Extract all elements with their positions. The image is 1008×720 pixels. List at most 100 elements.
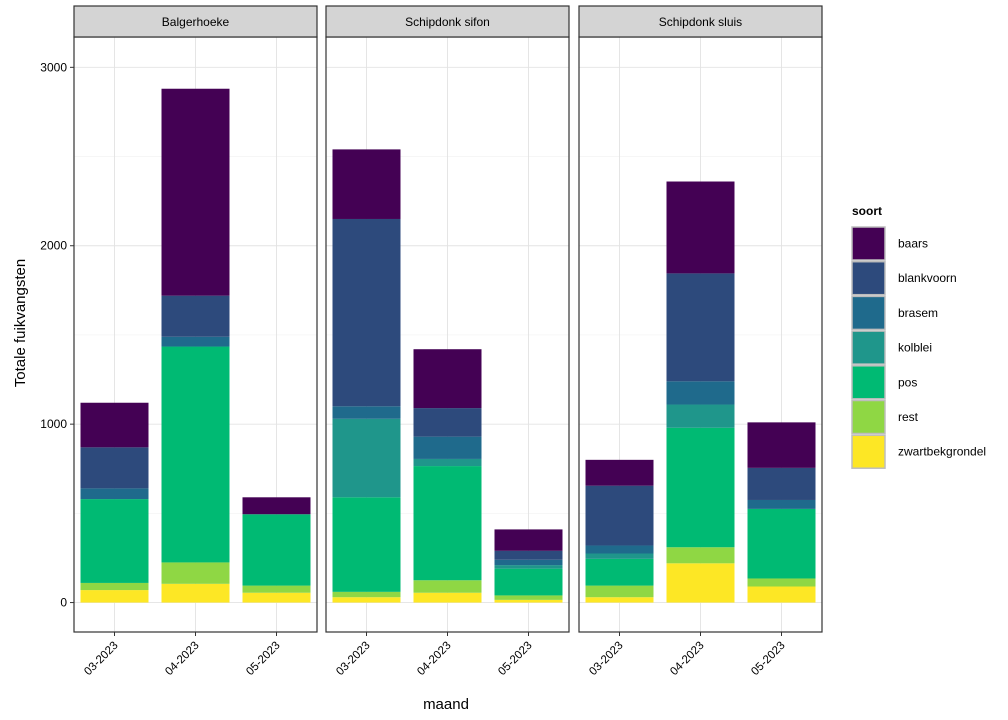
bar-segment-blankvoorn (161, 295, 230, 337)
legend-label: rest (898, 410, 919, 424)
y-tick-label: 2000 (40, 239, 67, 253)
bar-segment-pos (666, 427, 735, 548)
bar-segment-zwartbekgrondel (242, 592, 311, 603)
bar-segment-pos (413, 466, 482, 581)
x-tick-label: 04-2023 (668, 640, 706, 678)
bar-segment-blankvoorn (80, 447, 149, 489)
x-tick-label: 04-2023 (163, 640, 201, 678)
x-tick-label: 04-2023 (415, 640, 453, 678)
legend-label: baars (898, 237, 928, 251)
bar-segment-baars (332, 149, 401, 219)
legend-swatch-rest (851, 399, 886, 435)
legend-swatch-blankvoorn (851, 260, 886, 296)
bar-segment-rest (332, 591, 401, 598)
bar-segment-blankvoorn (332, 218, 401, 407)
x-tick-label: 03-2023 (587, 640, 625, 678)
bar-segment-pos (242, 514, 311, 586)
bar-segment-blankvoorn (585, 485, 654, 546)
bar-segment-blankvoorn (747, 467, 816, 500)
bar-segment-pos (494, 568, 563, 596)
bar-segment-kolblei (332, 418, 401, 498)
bar-segment-brasem (585, 545, 654, 554)
bar-segment-pos (161, 346, 230, 563)
legend-swatch-pos (851, 365, 886, 400)
facet-strip (325, 5, 570, 38)
bar-segment-brasem (413, 436, 482, 459)
legend-swatch-kolblei (851, 330, 886, 365)
bar-segment-kolblei (413, 458, 482, 467)
facet-strip (73, 5, 318, 38)
bar-segment-brasem (80, 488, 149, 500)
bar-segment-rest (494, 595, 563, 600)
bar-segment-zwartbekgrondel (747, 586, 816, 603)
bar-segment-brasem (161, 336, 230, 347)
bar-segment-zwartbekgrondel (494, 599, 563, 603)
bar-segment-brasem (666, 381, 735, 405)
bar-segment-rest (666, 547, 735, 564)
y-tick-label: 1000 (40, 417, 67, 431)
bar-segment-baars (666, 181, 735, 274)
bar-segment-brasem (747, 499, 816, 509)
y-axis-label: Totale fuikvangsten (12, 259, 29, 387)
legend-label: blankvoorn (898, 271, 957, 285)
bar-segment-pos (80, 499, 149, 583)
facet-panel: Balgerhoeke 03-2023 04-2023 05-2023 (73, 5, 318, 678)
legend-swatch-brasem (851, 295, 886, 331)
facet-label: Balgerhoeke (162, 15, 230, 29)
facet-label: Schipdonk sluis (659, 15, 742, 29)
bar-segment-kolblei (666, 404, 735, 428)
bar-segment-zwartbekgrondel (161, 583, 230, 603)
legend-title: soort (852, 204, 882, 218)
x-tick-label: 05-2023 (244, 640, 282, 678)
bar-segment-baars (747, 422, 816, 468)
legend-label: zwartbekgrondel (898, 445, 986, 459)
bar-segment-brasem (494, 559, 563, 566)
bar-segment-zwartbekgrondel (413, 592, 482, 603)
facet-strip (578, 5, 823, 38)
legend-swatch-zwartbekgrondel (851, 434, 886, 469)
bar-segment-rest (585, 585, 654, 598)
x-tick-label: 05-2023 (749, 640, 787, 678)
bar-segment-baars (585, 459, 654, 486)
bar-segment-rest (413, 580, 482, 593)
bar-segment-baars (494, 529, 563, 551)
x-tick-label: 03-2023 (82, 640, 120, 678)
bar-segment-pos (332, 497, 401, 592)
legend-label: kolblei (898, 341, 932, 355)
y-axis: 0 1000 2000 3000 (40, 60, 74, 610)
x-axis-label: maand (423, 696, 469, 713)
facet-panel: Schipdonk sifon 03-2023 04-2023 05-2023 (325, 5, 570, 678)
x-tick-label: 03-2023 (334, 640, 372, 678)
bar-segment-zwartbekgrondel (80, 590, 149, 603)
bar-segment-blankvoorn (413, 408, 482, 437)
legend-swatch-baars (851, 226, 886, 261)
facet-label: Schipdonk sifon (405, 15, 490, 29)
legend-label: pos (898, 375, 917, 389)
bar-segment-rest (242, 585, 311, 593)
bar-segment-kolblei (585, 553, 654, 559)
y-tick-label: 3000 (40, 60, 67, 74)
bar-segment-kolblei (494, 565, 563, 569)
y-tick-label: 0 (60, 596, 67, 610)
x-tick-label: 05-2023 (496, 640, 534, 678)
bar-segment-baars (413, 349, 482, 409)
bar-segment-baars (161, 88, 230, 296)
bar-segment-pos (585, 558, 654, 586)
bar-segment-rest (161, 562, 230, 584)
bar-segment-zwartbekgrondel (585, 597, 654, 603)
bar-segment-pos (747, 508, 816, 579)
bar-segment-rest (747, 578, 816, 587)
bar-segment-baars (242, 497, 311, 515)
bar-segment-zwartbekgrondel (666, 563, 735, 603)
bar-segment-brasem (332, 406, 401, 419)
bar-segment-baars (80, 402, 149, 448)
bar-segment-blankvoorn (666, 273, 735, 382)
facet-panel: Schipdonk sluis 03-2023 04-2023 05-2023 (578, 5, 823, 678)
legend-label: brasem (898, 306, 938, 320)
legend: soort baars blankvoorn brasem kolblei pos rest… (851, 204, 986, 469)
bar-segment-blankvoorn (494, 550, 563, 560)
bar-segment-zwartbekgrondel (332, 597, 401, 603)
bar-segment-rest (80, 582, 149, 591)
